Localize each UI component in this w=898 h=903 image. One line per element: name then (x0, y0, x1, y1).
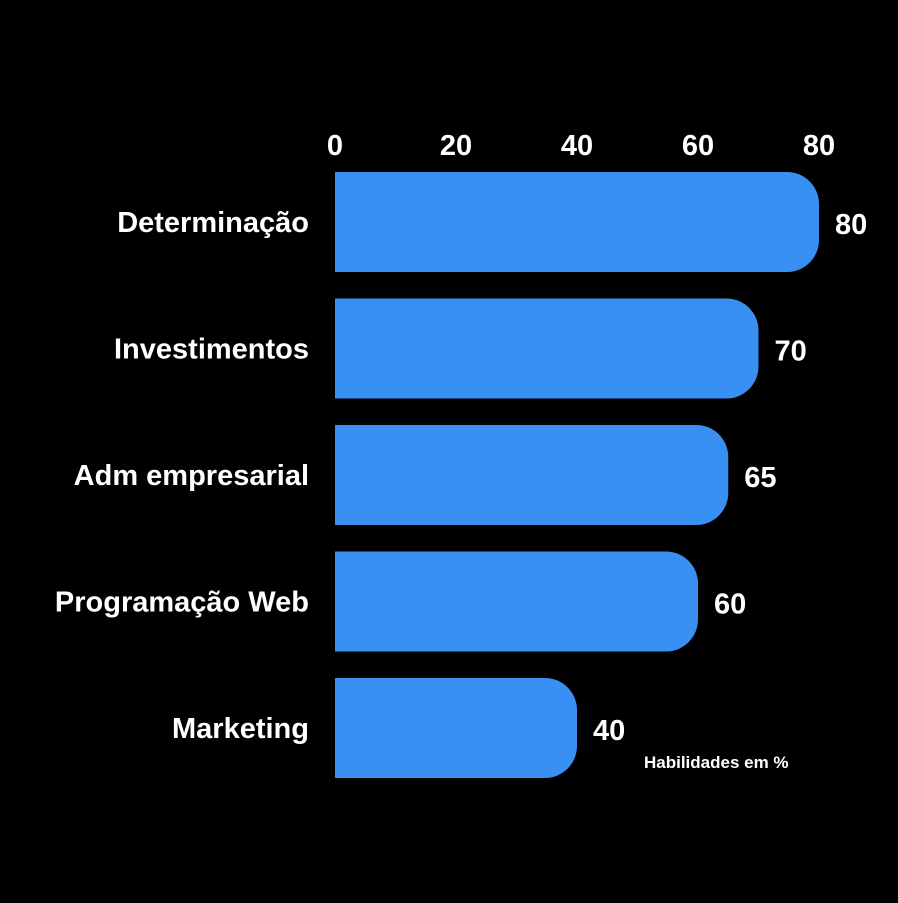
bar (335, 298, 759, 399)
x-tick-label: 80 (803, 130, 835, 162)
bar (335, 172, 819, 272)
value-label: 80 (835, 209, 867, 241)
bars-group (335, 172, 819, 778)
x-tick-label: 20 (440, 130, 472, 162)
value-label: 40 (593, 715, 625, 747)
bar (335, 678, 577, 778)
category-label: Programação Web (55, 587, 309, 619)
bar (335, 551, 698, 652)
category-label: Investimentos (114, 334, 309, 366)
value-label: 60 (714, 589, 746, 621)
category-label: Adm empresarial (74, 460, 309, 492)
value-label: 65 (744, 462, 776, 494)
value-label: 70 (775, 336, 807, 368)
x-tick-label: 40 (561, 130, 593, 162)
category-labels: Determinação Investimentos Adm empresarial… (55, 207, 309, 745)
x-tick-label: 60 (682, 130, 714, 162)
category-label: Marketing (172, 713, 309, 745)
x-tick-label: 0 (327, 130, 343, 162)
chart-annotation: Habilidades em % (644, 753, 789, 772)
value-labels: 80 70 65 60 40 (593, 209, 867, 747)
bar (335, 425, 729, 525)
x-axis-ticks: 0 20 40 60 80 (327, 130, 835, 162)
category-label: Determinação (117, 207, 309, 239)
